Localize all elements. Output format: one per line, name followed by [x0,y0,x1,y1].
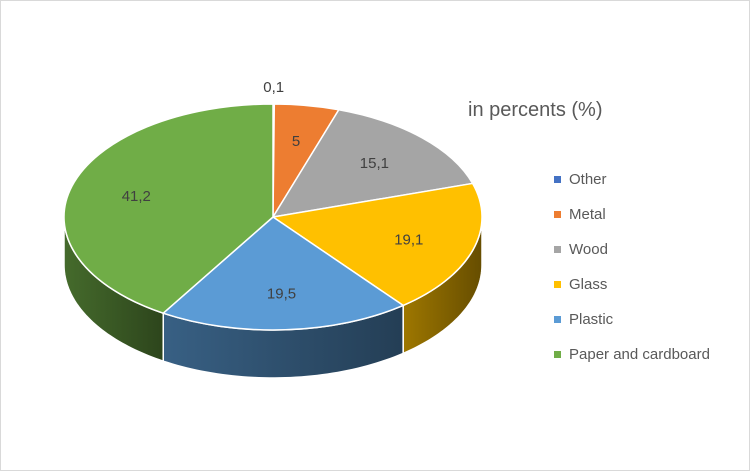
legend: Other Metal Wood Glass Plastic Paper and card… [554,162,710,372]
data-label-plastic: 19,5 [267,286,296,303]
legend-swatch [554,176,561,183]
legend-item-glass: Glass [554,267,710,302]
legend-item-plastic: Plastic [554,302,710,337]
legend-item-other: Other [554,162,710,197]
legend-label: Other [569,171,607,188]
data-label-wood: 15,1 [360,155,389,172]
legend-label: Paper and cardboard [569,346,710,363]
pie-slice-glass [271,182,483,307]
legend-item-paper-and-cardboard: Paper and cardboard [554,337,710,372]
data-label-metal: 5 [292,133,300,150]
pie-top [63,103,483,331]
legend-item-metal: Metal [554,197,710,232]
legend-swatch [554,316,561,323]
legend-swatch [554,246,561,253]
pie-slice-wood [271,108,474,219]
legend-swatch [554,211,561,218]
pie-slice-paper-and-cardboard [63,103,274,315]
pie-slice-plastic [161,216,405,331]
legend-label: Glass [569,276,608,293]
data-labels: 0,1 5 15,1 19,1 19,5 41,2 [122,79,424,303]
data-label-paper-and-cardboard: 41,2 [122,188,151,205]
legend-swatch [554,281,561,288]
legend-label: Plastic [569,311,614,328]
data-label-other: 0,1 [263,79,284,96]
legend-swatch [554,351,561,358]
legend-label: Wood [569,241,608,258]
legend-item-wood: Wood [554,232,710,267]
data-label-glass: 19,1 [394,232,423,249]
chart-title: in percents (%) [468,99,603,121]
legend-label: Metal [569,206,606,223]
